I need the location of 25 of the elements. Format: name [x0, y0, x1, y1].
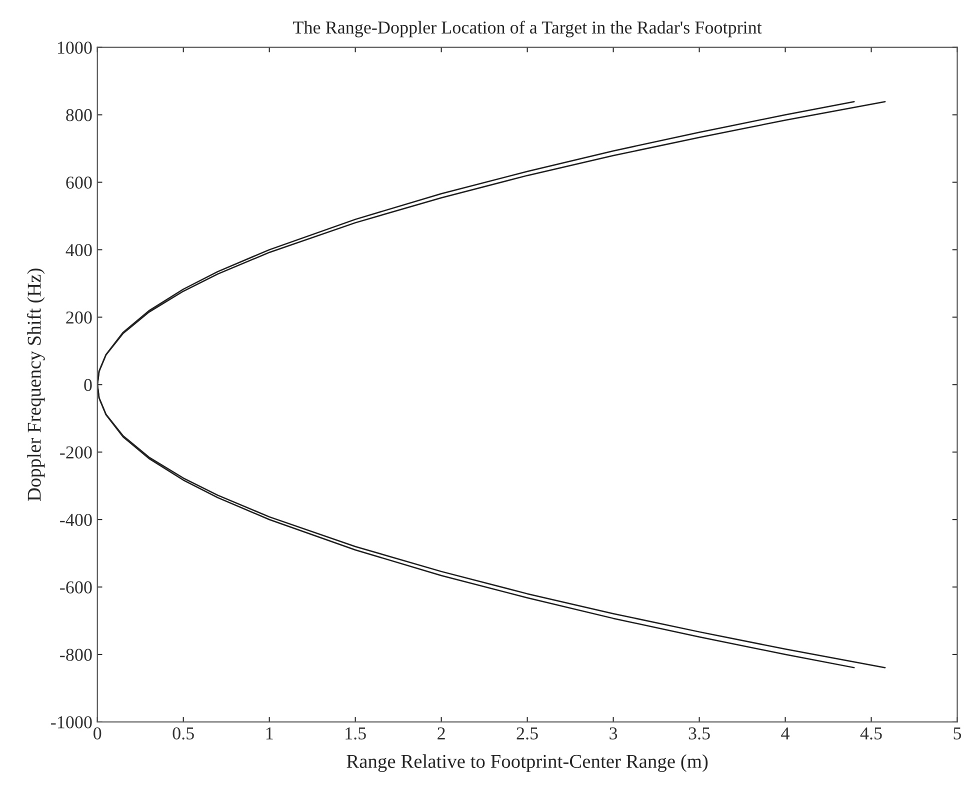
- chart-title: The Range-Doppler Location of a Target in the Radar's Footprint: [293, 20, 762, 38]
- y-tick-label: -200: [60, 446, 92, 459]
- x-tick-label: 1: [266, 727, 273, 740]
- y-tick-label: 400: [66, 244, 92, 256]
- x-tick-label: 0.5: [172, 727, 194, 740]
- y-tick-label: 200: [66, 311, 92, 324]
- y-tick-label: 600: [66, 176, 92, 189]
- x-tick-label: 2.5: [516, 727, 538, 740]
- y-tick-label: -1000: [51, 716, 92, 728]
- x-tick-label: 2: [438, 727, 445, 740]
- x-tick-label: 4.5: [860, 727, 882, 740]
- y-tick-label: 0: [84, 378, 92, 392]
- x-axis-title: Range Relative to Footprint-Center Range (m): [346, 754, 708, 772]
- y-tick-label: -800: [60, 648, 92, 661]
- x-tick-label: 3.5: [688, 727, 710, 740]
- x-tick-label: 4: [781, 727, 790, 740]
- y-tick-label: 800: [66, 109, 92, 122]
- x-tick-label: 5: [954, 728, 962, 740]
- x-tick-label: 3: [610, 727, 618, 740]
- y-tick-label: -400: [60, 514, 92, 526]
- y-axis-title: Doppler Frequency Shift (Hz): [26, 268, 45, 501]
- y-tick-label: -600: [60, 581, 92, 594]
- x-tick-label: 1.5: [346, 727, 366, 740]
- y-tick-label: 1000: [58, 42, 92, 54]
- x-tick-label: 0: [94, 727, 102, 740]
